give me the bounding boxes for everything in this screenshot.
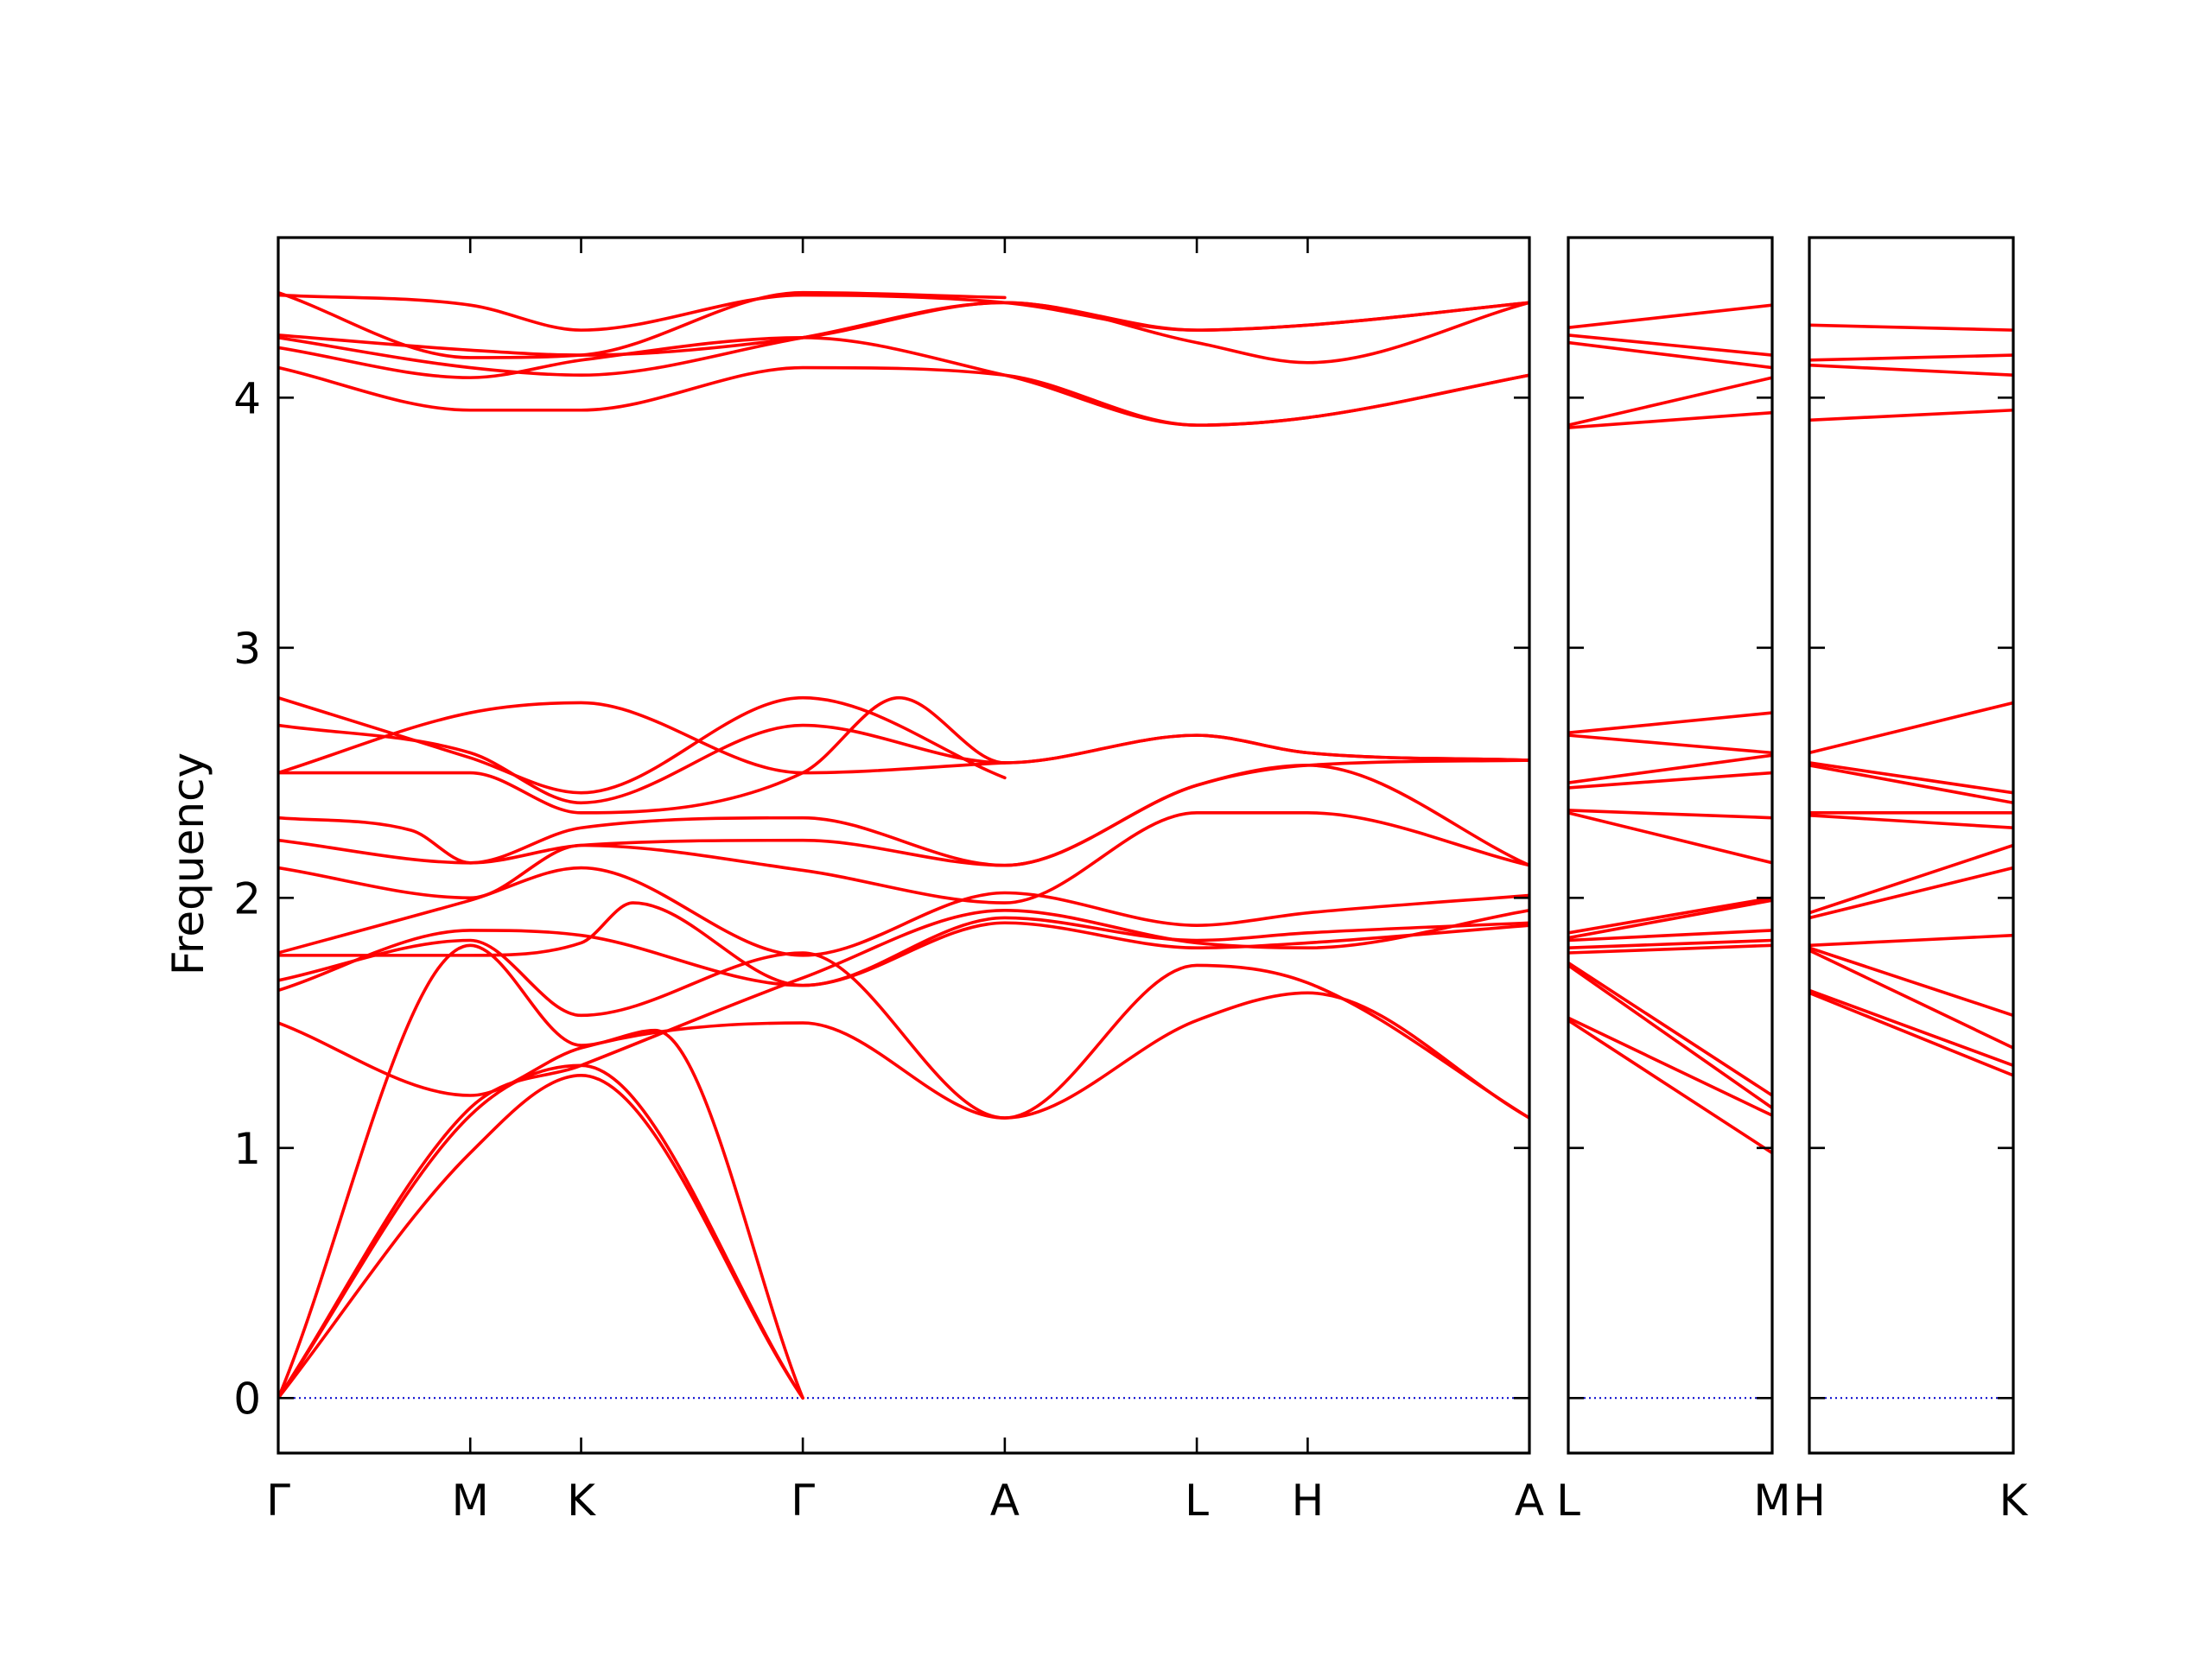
band-line	[1809, 363, 2013, 378]
band-line	[1809, 701, 2013, 755]
band-line	[1809, 866, 2013, 920]
band-line	[278, 991, 1529, 1120]
band-line	[1568, 303, 1772, 330]
y-axis-label: Frequency	[163, 752, 213, 975]
y-tick-label: 4	[233, 373, 261, 423]
band-line	[278, 866, 1529, 957]
band-line	[1568, 376, 1772, 427]
band-line	[278, 943, 804, 1400]
y-tick-label: 3	[233, 624, 261, 674]
x-tick-label: K	[1999, 1476, 2029, 1526]
x-tick-label: H	[1793, 1476, 1826, 1526]
x-tick-label: H	[1292, 1476, 1325, 1526]
band-line	[1809, 323, 2013, 332]
band-line	[1568, 961, 1772, 1097]
x-tick-label: M	[452, 1476, 489, 1526]
band-line	[1568, 898, 1772, 940]
band-line	[1809, 991, 2013, 1077]
band-line	[1568, 333, 1772, 357]
x-tick-label: A	[990, 1476, 1020, 1526]
band-line	[278, 723, 1529, 805]
y-tick-label: 2	[233, 873, 261, 924]
x-tick-label: A	[1515, 1476, 1544, 1526]
x-tick-label: K	[567, 1476, 596, 1526]
panel-frame	[1567, 236, 1774, 1455]
x-tick-label: L	[1556, 1476, 1580, 1526]
band-lines	[1568, 303, 1772, 1400]
band-line	[1568, 809, 1772, 820]
band-line	[1568, 938, 1772, 949]
band-line	[1809, 946, 2013, 1018]
band-line	[1809, 988, 2013, 1068]
band-line	[1809, 949, 2013, 1050]
band-line	[1568, 771, 1772, 790]
band-line	[278, 759, 1529, 867]
band-line	[1809, 408, 2013, 422]
band-line	[278, 938, 1529, 1120]
band-line	[1809, 933, 2013, 948]
y-tick-label: 1	[233, 1124, 261, 1174]
band-line	[278, 701, 1007, 775]
band-line	[1568, 963, 1772, 1110]
band-line	[278, 1074, 804, 1400]
band-line	[278, 811, 1529, 904]
band-line	[278, 908, 1529, 1400]
band-line	[1568, 753, 1772, 784]
band-lines	[1809, 323, 2013, 1400]
band-line	[1568, 1016, 1772, 1117]
band-line	[278, 336, 1529, 427]
band-line	[278, 301, 1529, 378]
band-line	[1809, 764, 2013, 805]
x-tick-label: M	[1753, 1476, 1790, 1526]
y-tick-label: 0	[233, 1374, 261, 1424]
band-line	[1568, 410, 1772, 429]
panel-frame	[1808, 236, 2015, 1455]
band-line	[1568, 1019, 1772, 1155]
band-line	[1568, 943, 1772, 955]
band-line	[1809, 761, 2013, 795]
band-line	[278, 901, 1529, 987]
band-line	[1809, 353, 2013, 362]
band-line	[1568, 896, 1772, 935]
band-line	[278, 301, 1529, 357]
band-line	[278, 921, 1529, 993]
band-line	[1568, 340, 1772, 370]
band-line	[1568, 929, 1772, 943]
x-tick-label: Γ	[791, 1476, 815, 1526]
band-line	[278, 290, 1007, 359]
band-panel-1: Γ M K Γ A L H A 0 1 2 3 4	[233, 236, 1544, 1526]
band-lines	[278, 290, 1529, 1400]
band-line	[1809, 813, 2013, 830]
band-line	[1568, 733, 1772, 755]
x-tick-label: L	[1185, 1476, 1209, 1526]
panel-frame	[276, 236, 1531, 1455]
band-line	[1809, 843, 2013, 915]
x-tick-label: Γ	[266, 1476, 290, 1526]
band-line	[278, 293, 1529, 332]
band-line	[1568, 811, 1772, 865]
band-line	[278, 1063, 804, 1400]
band-line	[1568, 711, 1772, 735]
band-line	[278, 695, 1007, 795]
